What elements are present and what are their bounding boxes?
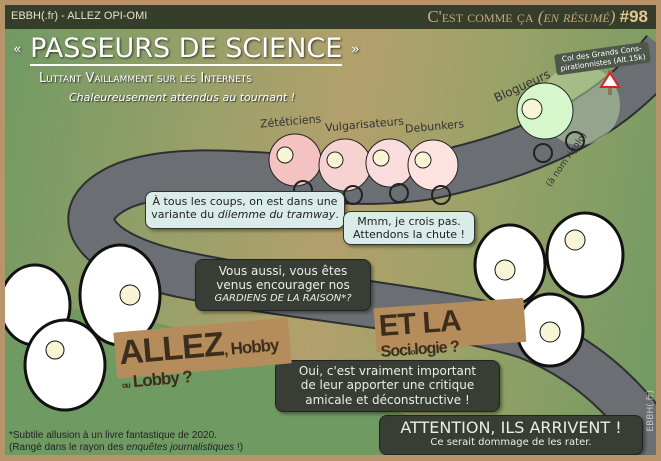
bubble-text: À tous les coups, on est dans une varian…	[151, 195, 338, 222]
cyclist-debunker	[407, 139, 459, 205]
credit: EBBH(.fr)	[646, 390, 656, 432]
sign-text: logie ?	[413, 338, 460, 359]
title-main: PASSEURS DE SCIENCE	[30, 33, 343, 66]
quote-open: «	[13, 41, 22, 58]
sign-text: Lobby ?	[132, 367, 193, 392]
bubble-line: Oui, c'est vraiment important	[298, 364, 477, 378]
page-title: « PASSEURS DE SCIENCE »	[13, 33, 360, 66]
cyclist-vulgarisateur-2	[365, 138, 415, 203]
sign-text: Soci	[380, 341, 412, 361]
speech-bubble-crowd-1: Vous aussi, vous êtes venus encourager no…	[195, 259, 371, 311]
site-label[interactable]: EBBH(.fr) - ALLEZ OPI-OMI	[11, 10, 148, 22]
tagline: Chaleureusement attendus au tournant !	[69, 91, 296, 104]
bubble-line: Vous aussi, vous êtes	[218, 264, 348, 278]
comic-panel: EBBH(.fr) - ALLEZ OPI-OMI C'est comme ça…	[5, 5, 656, 455]
spectator-left	[5, 243, 162, 412]
speech-bubble-crowd-2: Oui, c'est vraiment important de leur app…	[275, 360, 500, 412]
warning-triangle-icon	[599, 70, 621, 95]
quote-close: »	[350, 41, 360, 58]
sign-text: ET LA	[377, 304, 462, 343]
bubble-text-italic: dilemme du tramway	[217, 208, 336, 222]
bubble-line: GARDIENS DE LA RAISON*?	[214, 292, 352, 304]
sign-text: ou	[121, 380, 131, 391]
bubble-text-end: .	[335, 208, 339, 222]
footnote-text: !)	[234, 442, 244, 453]
subtitle: Luttant Vaillamment sur les Internets	[39, 71, 253, 86]
bubble-line: Ce serait dommage de les rater.	[430, 437, 592, 449]
strip-sub: (en résumé)	[537, 7, 616, 26]
speech-bubble-cyclist-1: À tous les coups, on est dans une varian…	[145, 191, 345, 229]
bubble-line: de leur apporter une critique	[300, 378, 475, 393]
sign-text: ALLEZ	[117, 325, 225, 373]
strip-name: C'est comme ça	[427, 7, 534, 26]
speech-bubble-crowd-3: ATTENTION, ILS ARRIVENT ! Ce serait domma…	[379, 415, 643, 455]
top-bar: EBBH(.fr) - ALLEZ OPI-OMI C'est comme ça…	[5, 5, 656, 29]
bubble-line: venus encourager nos	[216, 278, 350, 293]
bubble-line: amicale et déconstructive !	[305, 392, 470, 407]
strip-number: #98	[619, 7, 648, 26]
footnote-text: (Rangé dans le rayon des	[9, 442, 127, 453]
footnote: *Subtile allusion à un livre fantastique…	[9, 430, 243, 454]
bubble-line: Attendons la chute !	[353, 228, 465, 242]
cyclist-vulgarisateur	[318, 138, 372, 205]
bubble-line: ATTENTION, ILS ARRIVENT !	[400, 418, 622, 437]
sign-text: Hobby	[229, 335, 280, 359]
footnote-italic: enquêtes journalistiques	[126, 442, 235, 453]
cyclist-blogueur	[516, 65, 620, 163]
speech-bubble-cyclist-2: Mmm, je crois pas. Attendons la chute !	[343, 211, 475, 245]
strip-title: C'est comme ça (en résumé) #98	[427, 7, 648, 27]
bubble-line: Mmm, je crois pas.	[357, 215, 461, 228]
spectator-right	[473, 211, 625, 368]
footnote-line: *Subtile allusion à un livre fantastique…	[9, 430, 217, 441]
